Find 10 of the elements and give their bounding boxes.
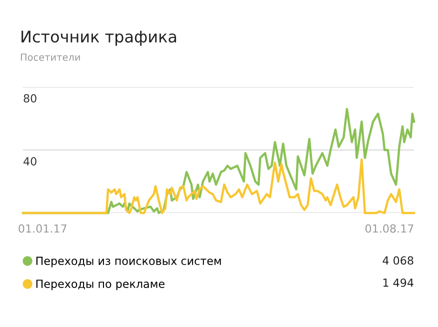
chart-title: Источник трафика bbox=[22, 30, 176, 46]
legend-label: Переходы по рекламе bbox=[36, 280, 164, 290]
text: 1 494 bbox=[383, 278, 414, 287]
chart-subtitle: Посетители bbox=[20, 54, 80, 61]
y-tick-label: 40 bbox=[24, 157, 36, 166]
text: 4 068 bbox=[382, 256, 414, 265]
x-tick-label: 01.08.17 bbox=[365, 224, 414, 233]
x-tick-label: 01.01.17 bbox=[18, 224, 66, 233]
y-tick-label: 80 bbox=[24, 94, 36, 103]
legend-label: Переходы из поисковых систем bbox=[36, 256, 221, 268]
